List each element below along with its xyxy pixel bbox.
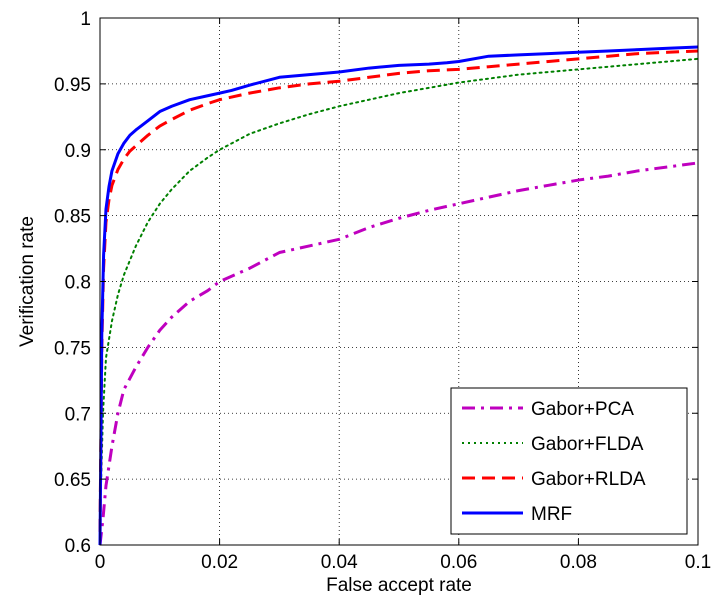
x-axis-label: False accept rate <box>326 575 472 596</box>
legend-label: Gabor+PCA <box>531 399 634 420</box>
y-tick-label: 0.75 <box>54 338 91 359</box>
y-tick-label: 0.6 <box>65 536 91 557</box>
series-line-gabor-flda <box>99 57 699 520</box>
x-tick-label: 0.02 <box>201 552 238 573</box>
legend-label: Gabor+FLDA <box>531 434 644 455</box>
y-tick-label: 0.9 <box>65 141 91 162</box>
series-layer <box>98 45 699 546</box>
y-tick-label: 0.7 <box>65 404 91 425</box>
y-tick-label: 0.95 <box>54 75 91 96</box>
axis-ticks <box>99 17 699 546</box>
x-tick-label: 0.06 <box>440 552 477 573</box>
y-tick-label: 1 <box>80 9 91 30</box>
x-tick-label: 0 <box>95 552 106 573</box>
legend-label: Gabor+RLDA <box>531 469 646 490</box>
legend: Gabor+PCA Gabor+FLDA Gabor+RLDA MRF <box>450 387 688 535</box>
tick-labels: 0 0.02 0.04 0.06 0.08 0.1 0.6 0.65 0.7 0.75 0.8 0.8… <box>54 9 711 573</box>
y-axis-label: Verification rate <box>17 216 38 347</box>
y-tick-label: 0.85 <box>54 207 91 228</box>
legend-entries: Gabor+PCA Gabor+FLDA Gabor+RLDA MRF <box>462 399 646 525</box>
y-tick-label: 0.65 <box>54 470 91 491</box>
series-line-mrf <box>98 45 699 546</box>
x-tick-label: 0.1 <box>685 552 711 573</box>
series-line-gabor-rlda <box>98 49 699 532</box>
series-line-gabor-pca <box>98 161 699 546</box>
x-tick-label: 0.08 <box>560 552 597 573</box>
x-tick-label: 0.04 <box>321 552 358 573</box>
legend-label: MRF <box>531 504 572 525</box>
legend-box <box>450 387 688 535</box>
y-tick-label: 0.8 <box>65 273 91 294</box>
